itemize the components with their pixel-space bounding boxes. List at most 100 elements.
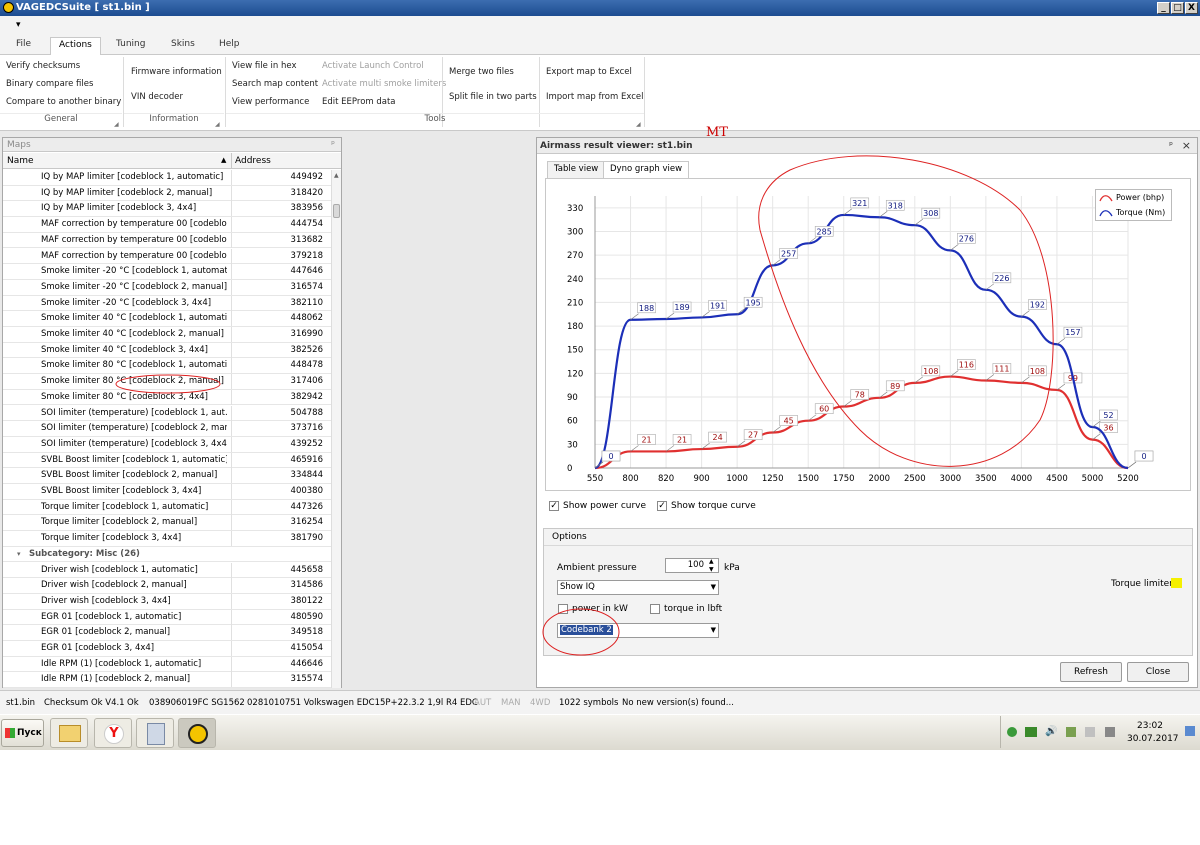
show-desktop-icon[interactable] bbox=[1185, 726, 1195, 736]
table-row[interactable]: Smoke limiter -20 °C [codeblock 1, autom… bbox=[3, 264, 331, 280]
table-row[interactable]: SVBL Boost limiter [codeblock 2, manual]… bbox=[3, 468, 331, 484]
network-icon[interactable] bbox=[1066, 727, 1076, 737]
launch-control-button[interactable]: Activate Launch Control bbox=[322, 61, 424, 71]
table-row[interactable]: EGR 01 [codeblock 2, manual] 349518 bbox=[3, 625, 331, 641]
binary-compare-button[interactable]: Binary compare files bbox=[6, 79, 94, 89]
show-mode-value: Show IQ bbox=[560, 582, 595, 592]
table-row[interactable]: Idle RPM (1) [codeblock 2, manual] 315574 bbox=[3, 672, 331, 688]
vagedcsuite-taskbar-icon[interactable] bbox=[178, 718, 216, 748]
ambient-pressure-input[interactable]: 100 bbox=[665, 558, 719, 573]
table-row[interactable]: Smoke limiter -20 °C [codeblock 2, manua… bbox=[3, 279, 331, 296]
power-in-kw-checkbox[interactable] bbox=[558, 604, 568, 614]
torque-in-lbft-checkbox[interactable] bbox=[650, 604, 660, 614]
start-button[interactable]: Пуск bbox=[1, 719, 44, 747]
show-power-curve-checkbox[interactable]: ✓ bbox=[549, 501, 559, 511]
table-row[interactable]: Driver wish [codeblock 3, 4x4] 380122 bbox=[3, 593, 331, 610]
table-row[interactable]: Torque limiter [codeblock 2, manual] 3162… bbox=[3, 515, 331, 532]
table-row[interactable]: IQ by MAP limiter [codeblock 3, 4x4] 3839… bbox=[3, 201, 331, 218]
subcategory-row[interactable]: ▾ Subcategory: Misc (26) bbox=[3, 547, 331, 563]
tab-skins[interactable]: Skins bbox=[171, 39, 195, 49]
tab-table-view[interactable]: Table view bbox=[547, 161, 606, 178]
minimize-button[interactable]: _ bbox=[1157, 2, 1170, 14]
table-row[interactable]: MAF correction by temperature 00 [codebl… bbox=[3, 232, 331, 249]
tab-dyno-graph-view[interactable]: Dyno graph view bbox=[603, 161, 690, 178]
table-row[interactable]: Smoke limiter 40 °C [codeblock 1, automa… bbox=[3, 311, 331, 327]
edit-eeprom-button[interactable]: Edit EEProm data bbox=[322, 97, 396, 107]
volume-icon[interactable]: 🔊 bbox=[1045, 726, 1058, 737]
merge-files-button[interactable]: Merge two files bbox=[449, 67, 514, 77]
show-mode-select[interactable]: Show IQ ▼ bbox=[557, 580, 719, 595]
scroll-thumb[interactable] bbox=[333, 204, 340, 218]
close-viewer-button[interactable]: Close bbox=[1127, 662, 1189, 682]
codebank-select[interactable]: Codebank 2 ▼ bbox=[557, 623, 719, 638]
table-row[interactable]: SOI limiter (temperature) [codeblock 2, … bbox=[3, 421, 331, 437]
spin-down-icon[interactable]: ▼ bbox=[709, 566, 714, 573]
yandex-browser-icon[interactable]: Y bbox=[94, 718, 132, 748]
information-expand-icon[interactable]: ◢ bbox=[215, 121, 220, 128]
map-name: Torque limiter [codeblock 3, 4x4] bbox=[41, 533, 182, 544]
calculator-icon[interactable] bbox=[136, 718, 174, 748]
pin-icon[interactable]: ᵖ bbox=[1169, 141, 1173, 151]
tab-tuning[interactable]: Tuning bbox=[116, 39, 146, 49]
tab-actions[interactable]: Actions bbox=[50, 37, 101, 55]
view-hex-button[interactable]: View file in hex bbox=[232, 61, 297, 71]
file-explorer-icon[interactable] bbox=[50, 718, 88, 748]
table-row[interactable]: SOI limiter (temperature) [codeblock 1, … bbox=[3, 405, 331, 422]
table-row[interactable]: SVBL Boost limiter [codeblock 1, automat… bbox=[3, 452, 331, 469]
table-row[interactable]: Torque limiter [codeblock 3, 4x4] 381790 bbox=[3, 531, 331, 547]
table-row[interactable]: MAF correction by temperature 00 [codebl… bbox=[3, 217, 331, 233]
utorrent-icon[interactable] bbox=[1007, 727, 1017, 737]
maximize-button[interactable]: □ bbox=[1171, 2, 1184, 14]
tab-file[interactable]: File bbox=[16, 39, 32, 49]
table-row[interactable]: Smoke limiter 80 °C [codeblock 1, automa… bbox=[3, 358, 331, 375]
table-row[interactable]: MAF correction by temperature 00 [codebl… bbox=[3, 248, 331, 265]
column-address-header[interactable]: Address bbox=[235, 156, 271, 166]
map-name: Torque limiter [codeblock 2, manual] bbox=[41, 517, 198, 528]
torque-limiter-color-swatch[interactable] bbox=[1171, 578, 1182, 588]
split-file-button[interactable]: Split file in two parts bbox=[449, 92, 537, 102]
firmware-info-button[interactable]: Firmware information bbox=[131, 67, 222, 77]
table-row[interactable]: Smoke limiter 40 °C [codeblock 2, manual… bbox=[3, 327, 331, 343]
vin-decoder-button[interactable]: VIN decoder bbox=[131, 92, 184, 102]
verify-checksums-button[interactable]: Verify checksums bbox=[6, 61, 81, 71]
quick-access-dropdown-icon[interactable]: ▾ bbox=[16, 20, 21, 30]
import-excel-button[interactable]: Import map from Excel bbox=[546, 92, 644, 102]
export-excel-button[interactable]: Export map to Excel bbox=[546, 67, 632, 77]
table-row[interactable]: Driver wish [codeblock 1, automatic] 4456… bbox=[3, 562, 331, 579]
scroll-up-icon[interactable]: ▲ bbox=[334, 172, 339, 179]
table-row[interactable]: EGR 01 [codeblock 1, automatic] 480590 bbox=[3, 609, 331, 626]
view-performance-button[interactable]: View performance bbox=[232, 97, 310, 107]
compare-binary-button[interactable]: Compare to another binary bbox=[6, 97, 122, 107]
table-row[interactable]: Torque limiter [codeblock 1, automatic] 4… bbox=[3, 499, 331, 516]
nvidia-icon[interactable] bbox=[1025, 727, 1037, 737]
table-row[interactable]: SVBL Boost limiter [codeblock 3, 4x4] 400… bbox=[3, 484, 331, 500]
close-icon[interactable]: × bbox=[1181, 139, 1191, 152]
collapse-icon[interactable]: ▾ bbox=[17, 549, 21, 558]
map-name: EGR 01 [codeblock 3, 4x4] bbox=[41, 643, 155, 653]
search-map-content-button[interactable]: Search map content bbox=[232, 79, 319, 89]
pin-icon[interactable]: ᵖ bbox=[331, 140, 335, 150]
table-row[interactable]: Driver wish [codeblock 2, manual] 314586 bbox=[3, 578, 331, 594]
tools-expand-icon[interactable]: ◢ bbox=[636, 121, 641, 128]
show-torque-curve-checkbox[interactable]: ✓ bbox=[657, 501, 667, 511]
spin-up-icon[interactable]: ▲ bbox=[709, 558, 714, 565]
table-row[interactable]: Smoke limiter -20 °C [codeblock 3, 4x4] 3… bbox=[3, 295, 331, 312]
table-row[interactable]: IQ by MAP limiter [codeblock 1, automati… bbox=[3, 170, 331, 186]
tab-help[interactable]: Help bbox=[219, 39, 240, 49]
maps-scrollbar[interactable]: ▲ bbox=[331, 170, 341, 688]
refresh-button[interactable]: Refresh bbox=[1060, 662, 1122, 682]
table-row[interactable]: Smoke limiter 80 °C [codeblock 2, manual… bbox=[3, 374, 331, 390]
table-row[interactable]: IQ by MAP limiter [codeblock 2, manual] 3… bbox=[3, 185, 331, 202]
safe-remove-icon[interactable] bbox=[1085, 727, 1095, 737]
multi-smoke-limiters-button[interactable]: Activate multi smoke limiters bbox=[322, 79, 447, 89]
general-expand-icon[interactable]: ◢ bbox=[114, 121, 119, 128]
table-row[interactable]: Idle RPM (1) [codeblock 1, automatic] 446… bbox=[3, 656, 331, 673]
close-button[interactable]: X bbox=[1185, 2, 1198, 14]
data-label-leader bbox=[701, 442, 710, 450]
network-status-icon[interactable] bbox=[1105, 727, 1115, 737]
table-row[interactable]: SOI limiter (temperature) [codeblock 3, … bbox=[3, 436, 331, 453]
table-row[interactable]: Smoke limiter 80 °C [codeblock 3, 4x4] 38… bbox=[3, 389, 331, 406]
table-row[interactable]: Smoke limiter 40 °C [codeblock 3, 4x4] 38… bbox=[3, 342, 331, 359]
table-row[interactable]: EGR 01 [codeblock 3, 4x4] 415054 bbox=[3, 641, 331, 657]
column-name-header[interactable]: Name bbox=[7, 156, 34, 166]
